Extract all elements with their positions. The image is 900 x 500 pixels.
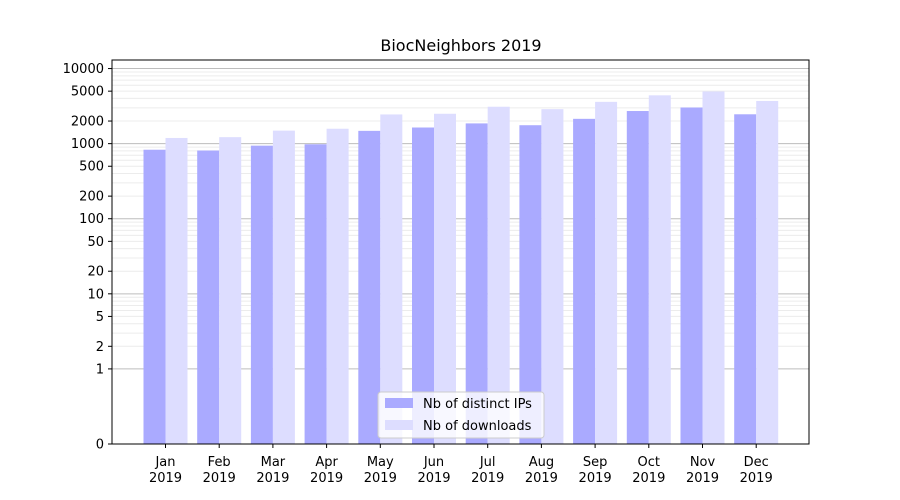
y-tick-label: 200 bbox=[79, 190, 104, 205]
bar-downloads bbox=[165, 137, 188, 444]
y-tick-label: 1 bbox=[96, 362, 104, 377]
bar-distinct-ips bbox=[680, 107, 703, 444]
bar-downloads bbox=[219, 137, 242, 444]
y-tick-label: 50 bbox=[87, 235, 104, 250]
bar-downloads bbox=[541, 109, 564, 445]
y-tick-label: 0 bbox=[96, 438, 104, 453]
y-tick-label: 100 bbox=[79, 212, 104, 227]
bar-distinct-ips bbox=[465, 123, 488, 444]
legend: Nb of distinct IPs Nb of downloads bbox=[377, 391, 545, 439]
x-tick-label: Sep 2019 bbox=[579, 455, 612, 486]
x-tick-label: May 2019 bbox=[364, 455, 397, 486]
bar-distinct-ips bbox=[304, 144, 327, 444]
bar-downloads bbox=[272, 130, 295, 444]
bar-distinct-ips bbox=[250, 145, 273, 445]
bar-distinct-ips bbox=[197, 150, 220, 444]
x-tick-label: Mar 2019 bbox=[256, 455, 289, 486]
bar-distinct-ips bbox=[412, 127, 434, 444]
y-axis: 0 1 2 5 10 20 50 100 200 500 1000 2000 5000 10000 bbox=[63, 62, 112, 453]
x-tick-label: Jul 2019 bbox=[471, 455, 504, 486]
x-tick-label: Feb 2019 bbox=[203, 455, 236, 486]
y-tick-label: 2000 bbox=[71, 115, 104, 130]
bar-distinct-ips bbox=[519, 125, 542, 444]
bar-downloads bbox=[380, 114, 403, 445]
y-tick-label: 2 bbox=[96, 340, 104, 355]
x-axis: Jan 2019 Feb 2019 Mar 2019 Apr 2019 May 2019 Jun 20… bbox=[149, 444, 773, 486]
chart-title: BiocNeighbors 2019 bbox=[380, 36, 541, 55]
bar-downloads bbox=[702, 91, 725, 444]
x-tick-label: Jun 2019 bbox=[417, 455, 450, 486]
bar-downloads bbox=[595, 101, 618, 445]
bar-downloads bbox=[648, 95, 671, 445]
y-tick-label: 20 bbox=[87, 265, 104, 280]
y-tick-label: 5000 bbox=[71, 85, 104, 100]
bar-downloads bbox=[434, 113, 456, 444]
y-tick-label: 10 bbox=[87, 287, 104, 302]
bar-distinct-ips bbox=[358, 130, 381, 445]
x-tick-label: Jan 2019 bbox=[149, 455, 182, 486]
legend-swatch-ips bbox=[385, 398, 413, 408]
bar-distinct-ips bbox=[573, 118, 596, 444]
y-tick-label: 500 bbox=[79, 160, 104, 175]
bars bbox=[143, 91, 779, 445]
legend-label-ips: Nb of distinct IPs bbox=[423, 397, 532, 412]
legend-box bbox=[377, 391, 545, 439]
x-tick-label: Oct 2019 bbox=[632, 455, 665, 486]
bar-downloads bbox=[487, 106, 510, 444]
y-tick-label: 5 bbox=[96, 310, 104, 325]
bar-distinct-ips bbox=[734, 114, 757, 444]
x-tick-label: Dec 2019 bbox=[740, 455, 773, 486]
y-tick-label: 1000 bbox=[71, 137, 104, 152]
x-tick-label: Nov 2019 bbox=[686, 455, 719, 486]
plot-frame bbox=[111, 59, 810, 445]
x-tick-label: Aug 2019 bbox=[525, 455, 558, 486]
bar-distinct-ips bbox=[626, 111, 649, 444]
legend-swatch-downloads bbox=[385, 420, 413, 430]
bar-downloads bbox=[756, 100, 779, 444]
bar-downloads bbox=[326, 128, 349, 444]
y-tick-label: 10000 bbox=[63, 62, 104, 77]
x-tick-label: Apr 2019 bbox=[310, 455, 343, 486]
bar-distinct-ips bbox=[143, 149, 166, 445]
legend-label-downloads: Nb of downloads bbox=[423, 419, 532, 434]
